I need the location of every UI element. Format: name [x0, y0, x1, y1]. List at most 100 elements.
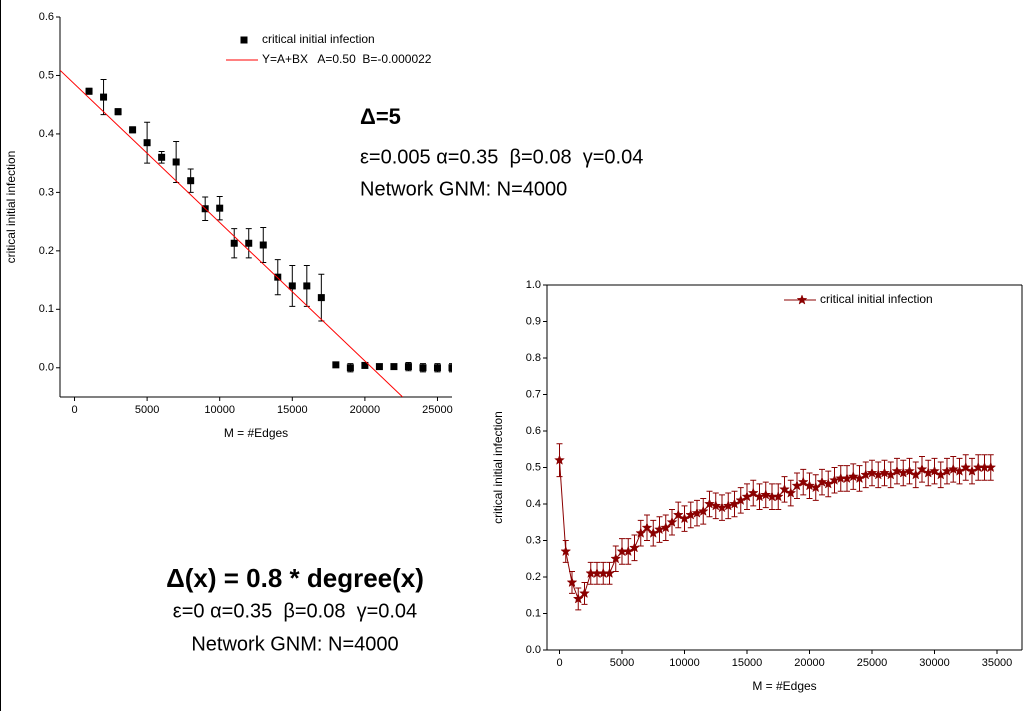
marker	[916, 463, 928, 474]
x-tick-label: 15000	[277, 404, 308, 416]
marker	[560, 545, 572, 557]
annotation: Δ(x) = 0.8 * degree(x)	[166, 563, 424, 593]
marker	[419, 364, 427, 372]
marker	[346, 364, 354, 372]
y-tick-label: 0.1	[39, 303, 54, 315]
line	[559, 460, 991, 600]
y-tick-label: 0.0	[39, 362, 54, 374]
marker	[710, 500, 722, 511]
x-tick-label: 35000	[982, 657, 1013, 669]
marker	[85, 87, 93, 95]
annotation: Network GNM: N=4000	[191, 633, 398, 655]
legend-marker	[240, 36, 248, 44]
marker	[629, 542, 640, 553]
marker	[816, 476, 828, 487]
marker	[172, 158, 180, 166]
marker	[566, 576, 578, 588]
marker	[679, 512, 690, 524]
y-tick-label: 0.2	[526, 571, 541, 583]
marker	[747, 487, 759, 498]
marker	[259, 241, 267, 249]
marker	[966, 465, 978, 476]
legend-label: critical initial infection	[262, 32, 375, 46]
marker	[361, 361, 369, 369]
marker	[404, 363, 412, 371]
marker	[935, 469, 947, 480]
marker	[879, 467, 890, 478]
marker	[274, 273, 282, 281]
marker	[847, 470, 859, 482]
chart: 0.0 0.1 0.2 0.3 0.4 0.5 0.6 0.7 0.8 0.9 1.0 0 5000 10…	[166, 279, 1023, 693]
marker	[579, 587, 590, 599]
y-tick-label: 0.4	[526, 498, 541, 510]
x-tick-label: 10000	[204, 404, 235, 416]
marker	[985, 461, 997, 473]
marker	[666, 516, 678, 527]
marker	[100, 93, 108, 101]
chart: 0.0 0.1 0.2 0.3 0.4 0.5 0.6 0 5000 10000 15000 2000…	[4, 11, 643, 440]
marker	[704, 498, 715, 509]
y-tick-label: 0.1	[526, 607, 541, 619]
marker	[230, 239, 238, 247]
marker	[129, 126, 137, 134]
annotation: ε=0.005 α=0.35 β=0.08 γ=0.04	[360, 146, 643, 168]
y-tick-label: 0.5	[39, 69, 54, 81]
y-tick-label: 0.6	[526, 425, 541, 437]
legend-label: Y=A+BX A=0.50 B=-0.000022	[262, 52, 432, 66]
marker	[641, 522, 653, 533]
marker	[885, 469, 897, 480]
y-tick-label: 0.8	[526, 352, 541, 364]
marker	[245, 239, 253, 247]
marker	[448, 364, 452, 372]
line	[60, 69, 403, 397]
series	[85, 79, 452, 373]
marker	[866, 467, 878, 478]
marker	[772, 490, 784, 502]
error-bar	[449, 363, 452, 373]
marker	[554, 454, 565, 465]
x-tick-label: 20000	[350, 404, 381, 416]
marker	[785, 487, 797, 498]
y-tick-label: 0.7	[526, 388, 541, 400]
legend-label: critical initial infection	[820, 292, 933, 306]
legend-marker	[796, 294, 808, 305]
y-tick-label: 0.0	[526, 644, 541, 656]
y-tick-label: 0.3	[39, 186, 54, 198]
x-axis-label: M = #Edges	[224, 426, 288, 440]
annotation: ε=0 α=0.35 β=0.08 γ=0.04	[173, 600, 417, 622]
marker	[604, 567, 615, 578]
marker	[960, 461, 972, 473]
y-tick-label: 0.3	[526, 534, 541, 546]
x-tick-label: 0	[71, 404, 77, 416]
marker	[216, 204, 224, 212]
marker	[610, 553, 622, 564]
marker	[735, 494, 747, 505]
marker	[741, 490, 753, 502]
y-tick-label: 0.4	[39, 128, 54, 140]
marker	[804, 480, 815, 491]
y-tick-label: 1.0	[526, 279, 541, 291]
x-tick-label: 10000	[669, 657, 700, 669]
marker	[672, 509, 684, 520]
x-tick-label: 5000	[135, 404, 159, 416]
marker	[929, 465, 940, 476]
series	[554, 443, 997, 611]
marker	[891, 465, 903, 476]
marker	[904, 465, 915, 476]
marker	[114, 108, 122, 116]
x-tick-label: 25000	[857, 657, 888, 669]
series	[60, 69, 403, 397]
y-axis-label: critical initial infection	[4, 151, 18, 264]
marker	[954, 465, 965, 476]
marker	[791, 480, 803, 491]
marker	[158, 153, 166, 161]
x-tick-label: 5000	[610, 657, 634, 669]
marker	[332, 361, 340, 369]
x-tick-label: 20000	[794, 657, 825, 669]
marker	[697, 505, 709, 516]
marker	[760, 489, 772, 500]
marker	[947, 463, 959, 474]
annotation: Δ=5	[360, 104, 401, 129]
marker	[622, 545, 634, 557]
